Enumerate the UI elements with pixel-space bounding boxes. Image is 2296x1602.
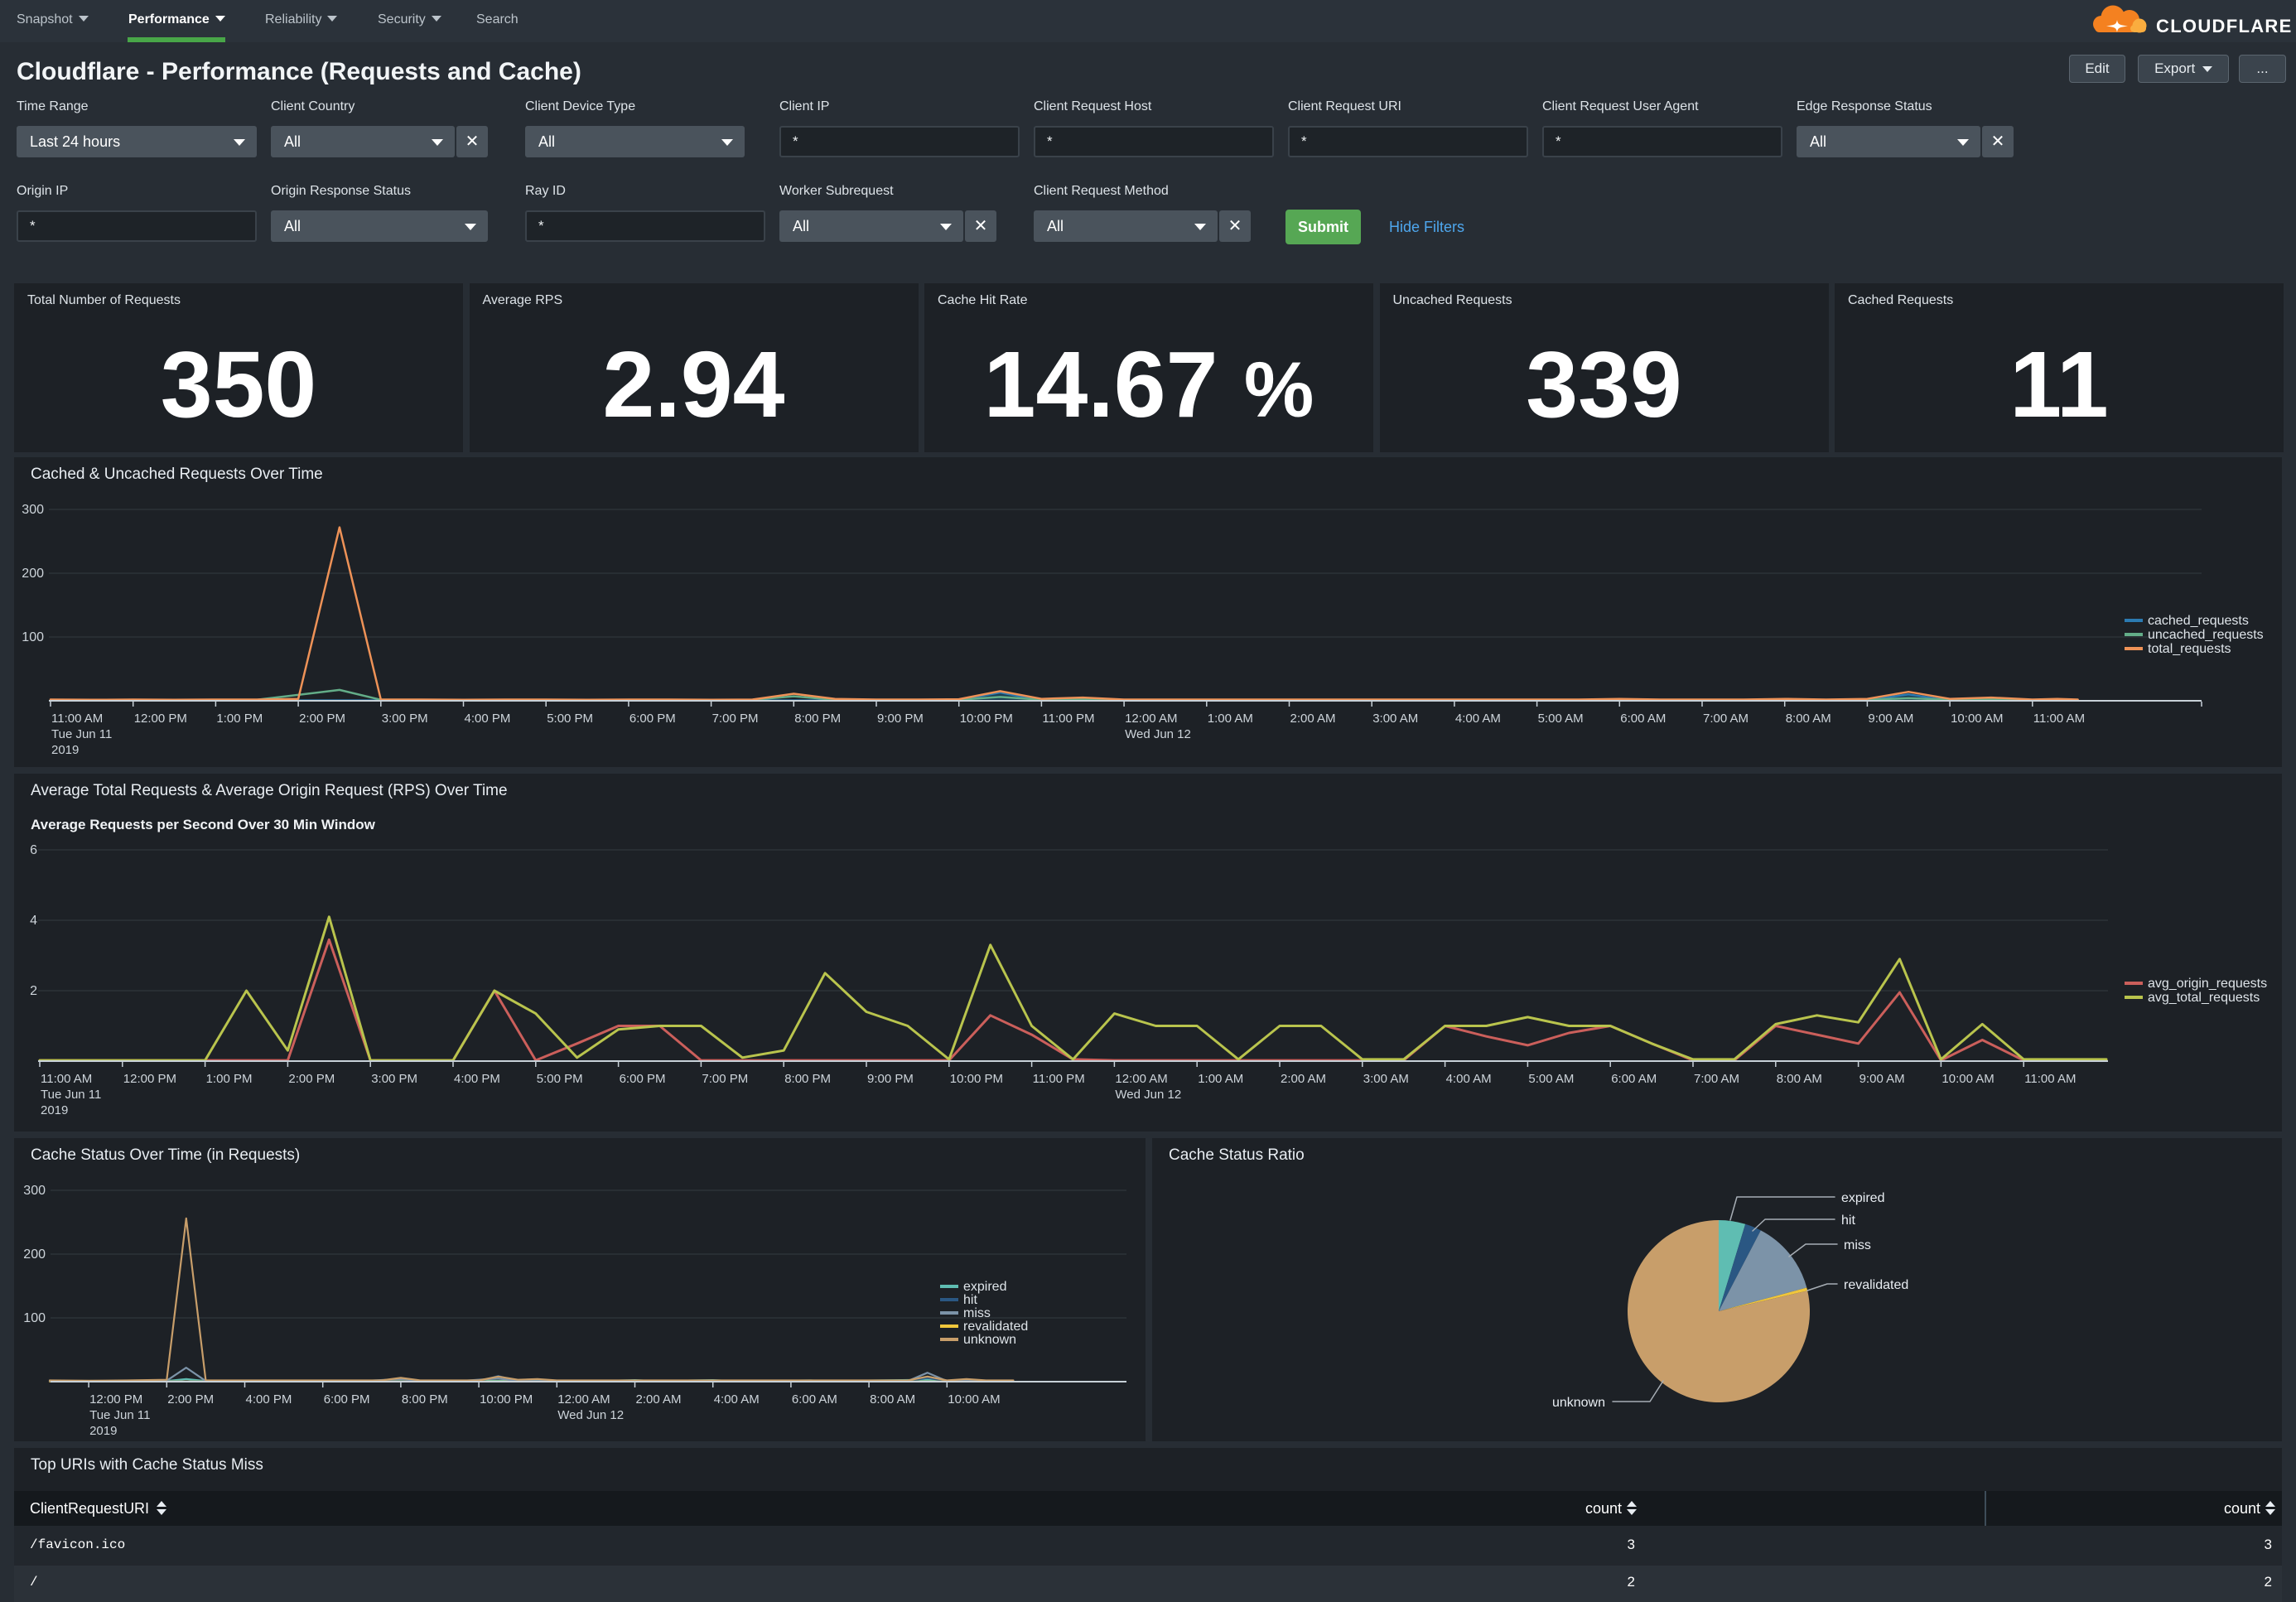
svg-text:revalidated: revalidated (963, 1320, 1028, 1334)
svg-text:7:00 PM: 7:00 PM (712, 712, 759, 726)
svg-text:12:00 PM: 12:00 PM (134, 712, 187, 726)
svg-text:6:00 PM: 6:00 PM (620, 1072, 666, 1086)
svg-text:2019: 2019 (89, 1424, 117, 1438)
svg-text:10:00 PM: 10:00 PM (960, 712, 1013, 726)
svg-text:9:00 AM: 9:00 AM (1859, 1072, 1905, 1086)
svg-text:4:00 AM: 4:00 AM (1455, 712, 1501, 726)
svg-text:8:00 AM: 8:00 AM (1786, 712, 1831, 726)
svg-text:miss: miss (963, 1306, 991, 1320)
svg-text:12:00 PM: 12:00 PM (123, 1072, 176, 1086)
svg-text:7:00 AM: 7:00 AM (1694, 1072, 1739, 1086)
svg-text:2:00 PM: 2:00 PM (299, 712, 345, 726)
svg-text:6: 6 (30, 843, 37, 857)
svg-text:Wed Jun 12: Wed Jun 12 (1125, 727, 1191, 741)
svg-text:Tue Jun 11: Tue Jun 11 (89, 1408, 150, 1422)
svg-text:10:00 AM: 10:00 AM (1941, 1072, 1994, 1086)
svg-text:3:00 PM: 3:00 PM (382, 712, 428, 726)
svg-text:4:00 PM: 4:00 PM (246, 1392, 292, 1407)
svg-text:12:00 AM: 12:00 AM (1115, 1072, 1167, 1086)
svg-text:8:00 PM: 8:00 PM (402, 1392, 448, 1407)
svg-text:5:00 AM: 5:00 AM (1538, 712, 1584, 726)
svg-text:11:00 PM: 11:00 PM (1042, 712, 1094, 726)
svg-text:10:00 PM: 10:00 PM (950, 1072, 1003, 1086)
svg-text:11:00 AM: 11:00 AM (51, 712, 103, 726)
svg-text:3:00 AM: 3:00 AM (1363, 1072, 1409, 1086)
svg-text:2019: 2019 (51, 743, 79, 757)
svg-text:Wed Jun 12: Wed Jun 12 (1115, 1088, 1181, 1102)
svg-text:12:00 AM: 12:00 AM (557, 1392, 610, 1407)
svg-text:9:00 PM: 9:00 PM (877, 712, 924, 726)
svg-text:hit: hit (963, 1293, 977, 1307)
svg-text:Tue Jun 11: Tue Jun 11 (51, 727, 112, 741)
svg-text:4:00 PM: 4:00 PM (465, 712, 511, 726)
svg-text:expired: expired (1841, 1191, 1884, 1205)
svg-text:4:00 AM: 4:00 AM (1446, 1072, 1492, 1086)
svg-text:uncached_requests: uncached_requests (2148, 628, 2264, 642)
svg-text:8:00 AM: 8:00 AM (870, 1392, 915, 1407)
svg-text:300: 300 (22, 503, 44, 517)
svg-text:2019: 2019 (41, 1103, 68, 1117)
svg-text:2:00 AM: 2:00 AM (1290, 712, 1336, 726)
svg-text:100: 100 (22, 630, 44, 644)
svg-text:unknown: unknown (963, 1333, 1016, 1347)
svg-text:5:00 PM: 5:00 PM (547, 712, 593, 726)
svg-text:cached_requests: cached_requests (2148, 614, 2249, 628)
svg-text:10:00 PM: 10:00 PM (480, 1392, 533, 1407)
svg-text:miss: miss (1844, 1238, 1871, 1252)
svg-text:hit: hit (1841, 1214, 1855, 1228)
svg-text:11:00 AM: 11:00 AM (41, 1072, 92, 1086)
svg-text:2:00 AM: 2:00 AM (636, 1392, 682, 1407)
svg-text:4: 4 (30, 914, 37, 928)
svg-text:9:00 AM: 9:00 AM (1868, 712, 1913, 726)
svg-text:5:00 PM: 5:00 PM (537, 1072, 583, 1086)
svg-text:2:00 AM: 2:00 AM (1281, 1072, 1326, 1086)
svg-text:8:00 PM: 8:00 PM (794, 712, 841, 726)
svg-text:8:00 AM: 8:00 AM (1777, 1072, 1822, 1086)
svg-text:1:00 AM: 1:00 AM (1198, 1072, 1243, 1086)
svg-text:12:00 PM: 12:00 PM (89, 1392, 142, 1407)
svg-text:revalidated: revalidated (1844, 1278, 1908, 1292)
svg-text:12:00 AM: 12:00 AM (1125, 712, 1177, 726)
svg-text:1:00 AM: 1:00 AM (1208, 712, 1253, 726)
svg-text:11:00 AM: 11:00 AM (2024, 1072, 2076, 1086)
svg-text:unknown: unknown (1552, 1396, 1605, 1410)
svg-text:Tue Jun 11: Tue Jun 11 (41, 1088, 101, 1102)
svg-text:3:00 AM: 3:00 AM (1372, 712, 1418, 726)
svg-text:10:00 AM: 10:00 AM (1951, 712, 2003, 726)
svg-text:9:00 PM: 9:00 PM (867, 1072, 914, 1086)
svg-text:200: 200 (22, 567, 44, 581)
svg-text:Wed Jun 12: Wed Jun 12 (557, 1408, 624, 1422)
svg-text:6:00 AM: 6:00 AM (1620, 712, 1666, 726)
svg-text:1:00 PM: 1:00 PM (206, 1072, 253, 1086)
svg-text:6:00 AM: 6:00 AM (792, 1392, 837, 1407)
svg-text:2: 2 (30, 984, 37, 998)
svg-text:200: 200 (23, 1247, 46, 1262)
svg-text:2:00 PM: 2:00 PM (288, 1072, 335, 1086)
svg-text:3:00 PM: 3:00 PM (371, 1072, 417, 1086)
svg-text:8:00 PM: 8:00 PM (784, 1072, 831, 1086)
svg-text:10:00 AM: 10:00 AM (948, 1392, 1000, 1407)
svg-text:7:00 PM: 7:00 PM (702, 1072, 748, 1086)
svg-text:300: 300 (23, 1184, 46, 1198)
svg-text:100: 100 (23, 1311, 46, 1325)
svg-text:total_requests: total_requests (2148, 642, 2231, 656)
svg-text:2:00 PM: 2:00 PM (167, 1392, 214, 1407)
svg-text:6:00 PM: 6:00 PM (629, 712, 676, 726)
svg-text:avg_total_requests: avg_total_requests (2148, 991, 2260, 1005)
svg-text:4:00 PM: 4:00 PM (454, 1072, 500, 1086)
svg-text:avg_origin_requests: avg_origin_requests (2148, 977, 2267, 991)
svg-text:expired: expired (963, 1280, 1006, 1294)
svg-text:1:00 PM: 1:00 PM (216, 712, 263, 726)
svg-text:11:00 AM: 11:00 AM (2033, 712, 2085, 726)
svg-text:6:00 PM: 6:00 PM (324, 1392, 370, 1407)
svg-text:5:00 AM: 5:00 AM (1528, 1072, 1574, 1086)
svg-text:11:00 PM: 11:00 PM (1033, 1072, 1085, 1086)
svg-text:7:00 AM: 7:00 AM (1703, 712, 1749, 726)
svg-text:4:00 AM: 4:00 AM (714, 1392, 760, 1407)
svg-text:6:00 AM: 6:00 AM (1611, 1072, 1657, 1086)
